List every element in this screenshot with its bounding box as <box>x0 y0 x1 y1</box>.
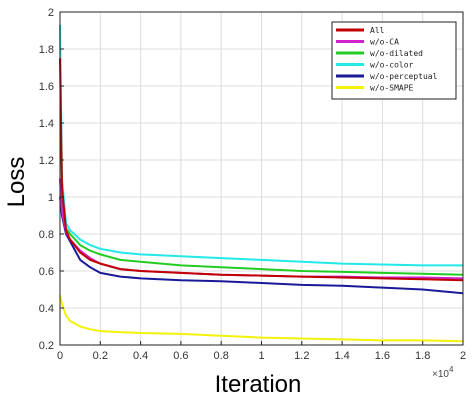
x-tick-label: 0.2 <box>93 350 108 362</box>
y-tick-label: 1.6 <box>39 81 54 93</box>
series-line-all <box>59 58 464 282</box>
y-tick-label: 1.4 <box>39 118 54 130</box>
legend-label: All <box>370 26 385 35</box>
x-multiplier-exponent: 4 <box>449 365 454 374</box>
y-axis-title: Loss <box>3 157 30 208</box>
y-tick-label: 1.2 <box>39 155 54 167</box>
x-tick-label: 1.4 <box>334 350 349 362</box>
y-tick-label: 0.8 <box>39 229 54 241</box>
x-tick-label: 1.6 <box>375 350 390 362</box>
series-lines <box>59 24 464 343</box>
series-line-w-o-smape <box>59 294 464 343</box>
y-tick-label: 0.4 <box>39 303 54 315</box>
x-axis-title: Iteration <box>215 371 302 398</box>
x-tick-label: 1.2 <box>294 350 309 362</box>
x-tick-label: 0 <box>57 350 63 362</box>
x-tick-label: 0.4 <box>133 350 148 362</box>
axis-ticks: 0 0.2 0.4 0.6 0.8 1 1.2 1.4 1.6 1.8 20.20.40.60.81… <box>39 7 466 362</box>
x-tick-label: 2 <box>460 350 466 362</box>
legend-label: w/o-CA <box>370 38 399 47</box>
x-tick-label: 0.6 <box>173 350 188 362</box>
legend-label: w/o-perceptual <box>370 72 438 81</box>
x-multiplier-base: ×10 <box>432 369 449 380</box>
y-tick-label: 1.8 <box>39 44 54 56</box>
series-line-w-o-color <box>59 24 463 267</box>
legend-label: w/o-SMAPE <box>370 84 414 93</box>
legend: All w/o-CA w/o-dilated w/o-color w/o-percept… <box>331 21 457 100</box>
legend-label: w/o-color <box>370 61 414 70</box>
x-multiplier: ×104 <box>432 365 454 380</box>
y-tick-label: 2 <box>48 7 54 19</box>
x-tick-label: 1 <box>258 350 264 362</box>
legend-label: w/o-dilated <box>370 49 423 58</box>
x-tick-label: 1.8 <box>415 350 430 362</box>
y-tick-label: 0.2 <box>39 340 54 352</box>
x-tick-label: 0.8 <box>214 350 229 362</box>
series-line-w-o-dilated <box>59 178 464 276</box>
y-tick-label: 1 <box>48 192 54 204</box>
y-tick-label: 0.6 <box>39 266 54 278</box>
